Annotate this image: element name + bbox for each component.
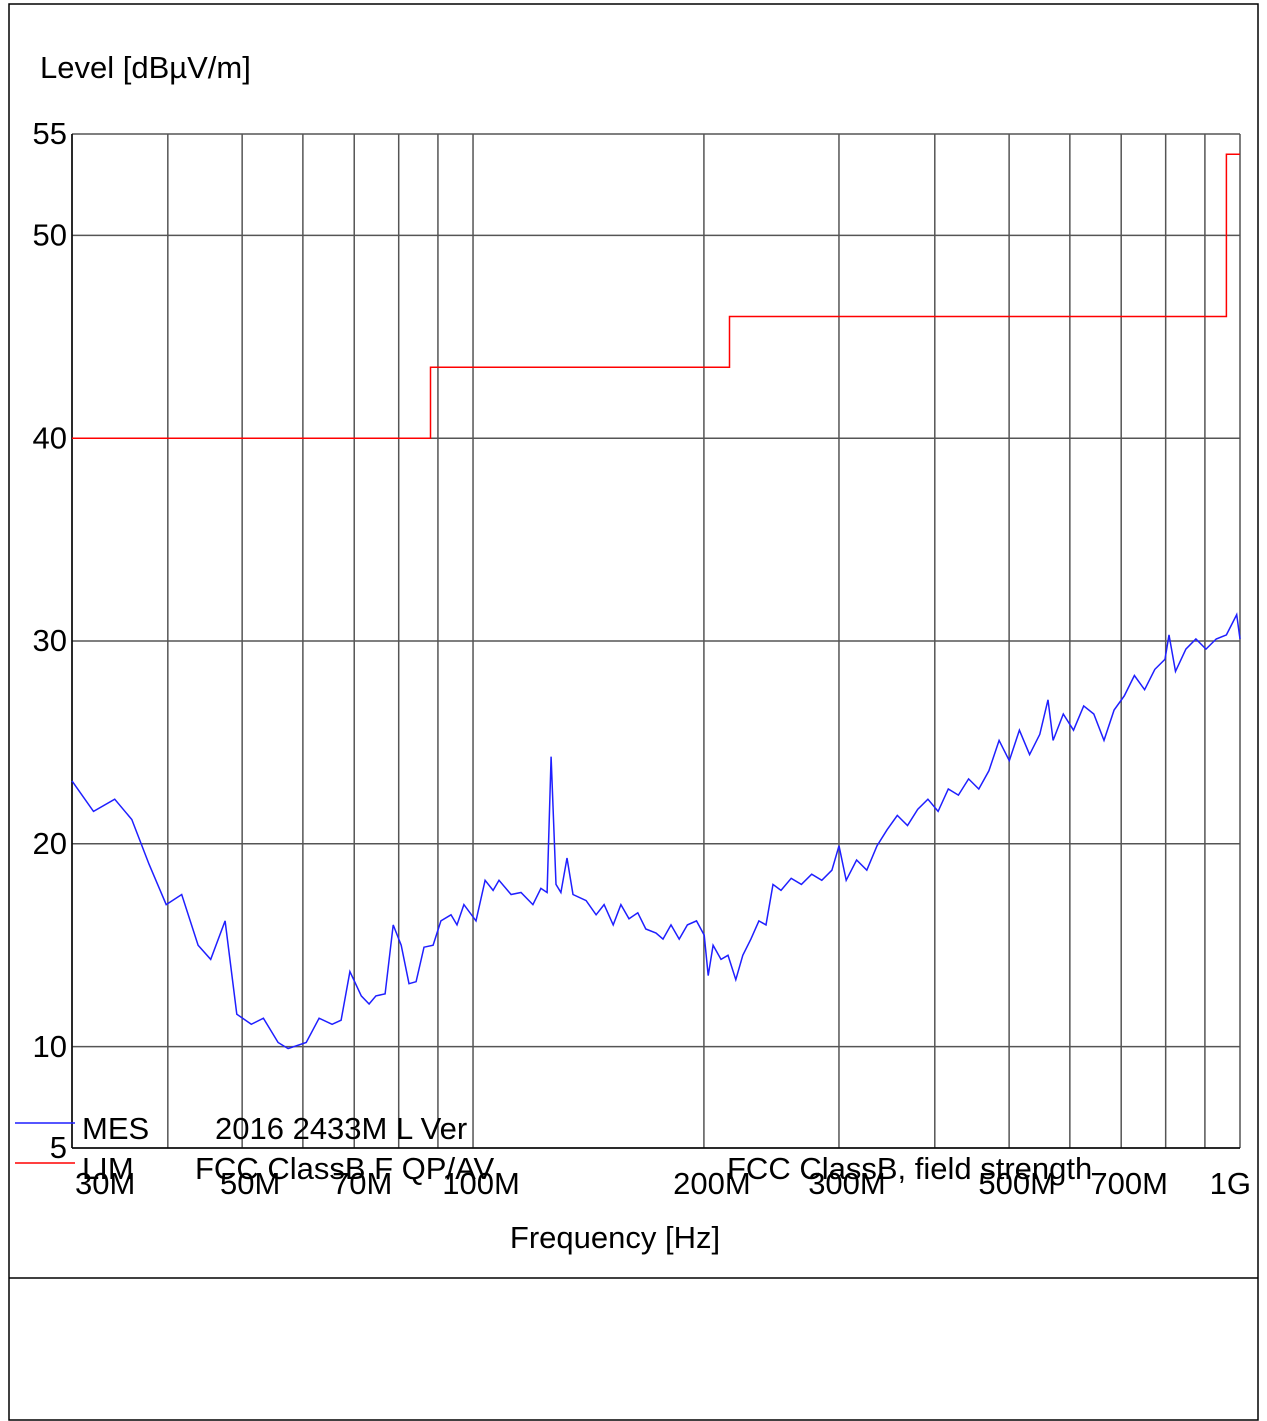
y-axis-title: Level [dBµV/m] [40, 50, 251, 85]
series-line [72, 153, 1240, 439]
y-tick-label: 10 [33, 1029, 67, 1064]
x-tick-label: 700M [1090, 1166, 1168, 1201]
series-line [71, 612, 1241, 1050]
legend: MES 2016 2433M L Ver LIM FCC ClassB F QP/AV… [15, 1111, 1092, 1186]
y-tick-label: 5 [50, 1130, 67, 1165]
y-tick-label: 40 [33, 420, 67, 455]
x-axis-title: Frequency [Hz] [510, 1220, 720, 1255]
x-tick-label: 300M [808, 1166, 886, 1201]
x-tick-label: 30M [75, 1166, 135, 1201]
legend-description: 2016 2433M L Ver [215, 1111, 467, 1146]
legend-name: MES [82, 1111, 149, 1146]
y-tick-label: 20 [33, 826, 67, 861]
legend-note: FCC ClassB, field strength [727, 1151, 1092, 1186]
y-tick-label: 50 [33, 218, 67, 253]
grid [71, 133, 1241, 1149]
y-tick-label: 55 [33, 116, 67, 151]
legend-name: LIM [82, 1151, 134, 1186]
x-tick-label: 70M [332, 1166, 392, 1201]
x-tick-label: 500M [978, 1166, 1056, 1201]
x-tick-label: 50M [220, 1166, 280, 1201]
plot [71, 153, 1241, 1050]
x-tick-label: 200M [673, 1166, 751, 1201]
x-tick-label: 1G [1210, 1166, 1251, 1201]
legend-description: FCC ClassB F QP/AV [195, 1151, 494, 1186]
y-tick-label: 30 [33, 623, 67, 658]
frame [8, 3, 1259, 1421]
x-tick-label: 100M [442, 1166, 520, 1201]
